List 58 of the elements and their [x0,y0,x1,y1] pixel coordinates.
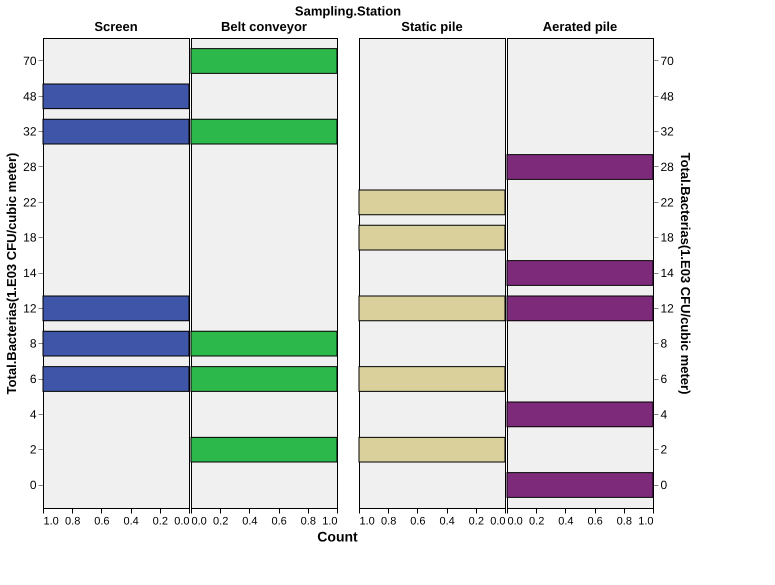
y-tick-label: 4 [30,407,37,422]
y-axis-title: Total.Bacterias(1.E03 CFU/cubic meter) [4,152,20,394]
y-tick-label: 2 [30,442,37,457]
x-tick-label: 0.2 [529,516,544,528]
y-tick-label: 22 [660,195,674,210]
chart-title: Belt conveyor [221,19,307,34]
y-tick-label: 32 [660,124,674,139]
y-tick-label: 0 [660,478,668,492]
x-tick-label: 0.8 [65,516,80,528]
y-tick-label: 70 [660,54,674,68]
x-tick-label: 0.6 [94,516,110,528]
y-tick-label: 12 [23,301,37,316]
y-tick-label: 4 [660,407,668,422]
y-tick-label: 8 [30,336,37,351]
text: Sampling.Station [294,4,402,18]
x-tick-label: 0.4 [242,516,258,528]
chart-title: Screen [94,19,138,34]
x-tick-label: 1.0 [322,516,338,528]
x-tick-label: 0.0 [490,516,506,528]
x-tick-label: 0.4 [439,516,455,528]
x-tick-label: 0.6 [271,516,287,528]
y-tick-label: 6 [660,372,668,386]
x-tick-label: 0.0 [192,516,207,528]
y-tick-label: 14 [23,266,37,280]
x-tick-label: 0.2 [468,516,484,528]
y-tick-label: 48 [23,89,37,104]
x-tick-label: 0.8 [300,516,316,528]
y-tick-label: 70 [23,54,37,68]
x-tick-label: 0.2 [152,516,168,528]
x-tick-label: 0.8 [616,516,632,528]
x-tick-label: 0.0 [508,516,523,528]
y-tick-label: 28 [660,160,674,174]
chart-title: Aerated pile [542,19,618,34]
x-tick-label: 1.0 [638,516,654,528]
y2-axis-title: Total.Bacterias(1.E03 CFU/cubic meter) [678,152,693,394]
y-tick-label: 14 [660,266,674,280]
x-tick-label: 0.2 [213,516,228,528]
y-tick-label: 22 [23,195,37,210]
x-tick-label: 0.4 [558,516,574,528]
y-tick-label: 48 [660,89,674,104]
y-tick-label: 18 [660,230,674,245]
x-tick-label: 1.0 [360,516,375,528]
y-tick-label: 6 [30,372,37,386]
x-tick-label: 0.6 [587,516,603,528]
x-tick-label: 0.6 [410,516,426,528]
y-tick-label: 28 [23,160,37,174]
y-tick-label: 32 [23,124,37,139]
x-tick-label: 0.0 [174,516,190,528]
chart-title: Static pile [401,19,463,34]
x-tick-label: 0.8 [381,516,396,528]
y-tick-label: 18 [23,230,37,245]
y-tick-label: 2 [660,442,668,457]
x-tick-label: 1.0 [44,516,59,528]
x-tick-label: 0.4 [123,516,139,528]
y-tick-label: 0 [30,478,37,492]
y-tick-label: 8 [660,336,668,351]
x-axis-title: Count [317,528,358,544]
y-tick-label: 12 [660,301,674,316]
